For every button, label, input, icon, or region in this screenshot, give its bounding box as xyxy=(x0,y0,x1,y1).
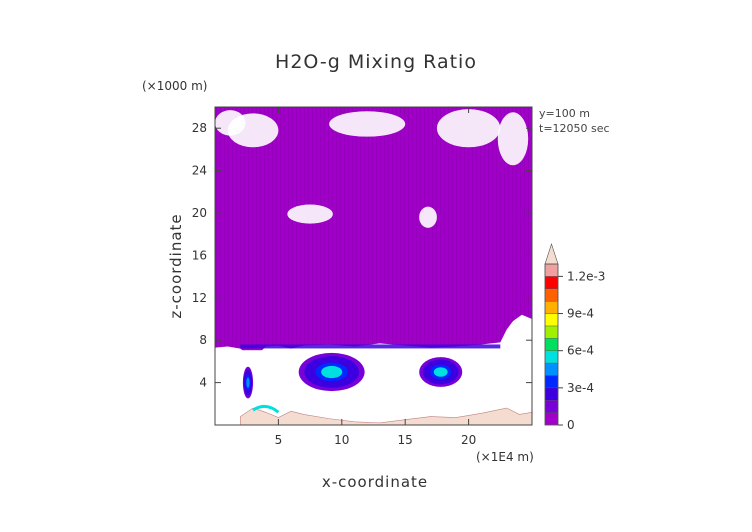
pocket-moist-pocket-center-level-4 xyxy=(321,365,343,379)
colorbar-swatch xyxy=(544,362,559,376)
colorbar-swatch xyxy=(544,400,559,413)
x-tick-label: 20 xyxy=(461,433,476,447)
y-tick-label: 16 xyxy=(192,248,207,262)
colorbar-tick-label: 9e-4 xyxy=(567,307,594,321)
region-upper-moist-layer xyxy=(215,107,532,351)
colorbar: 0 3e-4 6e-4 9e-4 1.2e-3 xyxy=(544,243,605,432)
annotation-time: t=12050 sec xyxy=(539,122,610,135)
x-tick-label: 15 xyxy=(398,433,413,447)
annotation-y-level: y=100 m xyxy=(539,107,590,120)
dry-patch-4 xyxy=(436,109,501,148)
dry-patch-5 xyxy=(497,112,529,166)
boundary-band xyxy=(240,344,501,349)
x-units-label: (×1E4 m) xyxy=(476,450,534,464)
colorbar-swatch xyxy=(544,350,559,364)
colorbar-swatch xyxy=(544,288,559,302)
colorbar-swatch xyxy=(544,387,559,401)
plot-frame xyxy=(214,106,533,426)
dry-patch-1 xyxy=(419,206,437,228)
y-tick-label: 24 xyxy=(192,164,207,178)
colorbar-swatch xyxy=(544,313,559,327)
colorbar-swatch xyxy=(544,276,559,289)
y-tick-label: 8 xyxy=(199,333,207,347)
y-axis-label: z-coordinate xyxy=(167,213,185,318)
colorbar-swatch xyxy=(544,375,559,389)
colorbar-frame xyxy=(544,263,559,426)
chart-title: H2O-g Mixing Ratio xyxy=(275,51,477,73)
x-tick-label: 10 xyxy=(334,433,349,447)
colorbar-swatch xyxy=(544,325,559,339)
colorbar-swatch xyxy=(544,263,559,277)
region-lower-dry-region xyxy=(215,314,532,425)
region-surface-layer xyxy=(240,407,532,425)
y-tick-label: 28 xyxy=(192,121,207,135)
x-tick-label: 5 xyxy=(275,433,283,447)
colorbar-swatch xyxy=(544,338,559,351)
dry-patch-0 xyxy=(287,204,333,224)
colorbar-swatch xyxy=(544,300,559,314)
y-units-label: (×1000 m) xyxy=(142,79,207,93)
y-tick-label: 20 xyxy=(192,206,207,220)
heatmap-plot-area xyxy=(215,107,532,425)
y-tick-label: 4 xyxy=(199,376,207,390)
surface-contour xyxy=(252,404,280,414)
colorbar-swatch xyxy=(544,412,559,426)
colorbar-tick-label: 0 xyxy=(567,418,575,432)
y-tick-label: 12 xyxy=(192,291,207,305)
pocket-moist-pocket-left-level-4 xyxy=(246,377,250,388)
pocket-moist-pocket-right-level-4 xyxy=(433,367,448,377)
colorbar-extend-triangle xyxy=(544,243,559,265)
colorbar-tick-label: 6e-4 xyxy=(567,344,594,358)
x-axis-label: x-coordinate xyxy=(322,473,428,491)
colorbar-tick-label: 1.2e-3 xyxy=(567,269,605,283)
axis-ticks: 5 10 15 20 4 8 12 16 20 24 28 xyxy=(192,107,532,447)
dry-patch-2 xyxy=(329,111,406,137)
dry-patch-6 xyxy=(215,110,246,136)
colorbar-tick-label: 3e-4 xyxy=(567,381,594,395)
